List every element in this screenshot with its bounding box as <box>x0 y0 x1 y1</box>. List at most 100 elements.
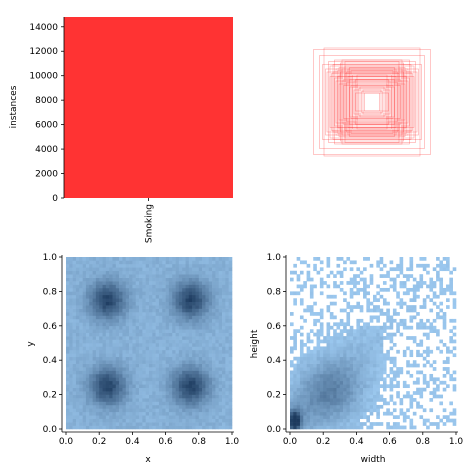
histogram-cell <box>359 401 364 406</box>
histogram-cell <box>306 263 311 268</box>
histogram-cell <box>439 287 444 292</box>
histogram-cell <box>212 408 216 413</box>
histogram-cell <box>112 308 117 313</box>
histogram-cell <box>306 336 311 340</box>
histogram-cell <box>349 260 354 265</box>
histogram-cell <box>326 418 331 423</box>
histogram-cell <box>178 346 183 351</box>
histogram-cell <box>343 391 347 395</box>
histogram-cell <box>188 404 193 409</box>
histogram-cell <box>299 380 304 385</box>
histogram-cell <box>406 384 410 389</box>
histogram-cell <box>155 298 160 303</box>
histogram-cell <box>132 377 137 382</box>
histogram-cell <box>162 380 166 385</box>
histogram-cell <box>178 274 183 278</box>
histogram-cell <box>333 367 337 371</box>
histogram-cell <box>89 329 93 333</box>
histogram-cell <box>212 284 216 289</box>
histogram-cell <box>195 308 200 313</box>
histogram-cell <box>112 294 117 299</box>
histogram-cell <box>172 339 176 344</box>
histogram-cell <box>389 394 394 399</box>
histogram-cell <box>72 343 77 347</box>
histogram-cell <box>205 332 210 337</box>
histogram-cell <box>319 422 324 426</box>
histogram-cell <box>299 370 304 375</box>
histogram-cell <box>202 267 206 272</box>
histogram-cell <box>202 398 206 402</box>
histogram-cell <box>215 343 220 347</box>
histogram-cell <box>409 267 414 272</box>
histogram-cell <box>79 360 83 364</box>
histogram-cell <box>436 394 440 399</box>
histogram-cell <box>79 363 83 368</box>
histogram-cell <box>392 360 397 364</box>
histogram-cell <box>363 343 367 347</box>
histogram-cell <box>313 411 317 416</box>
histogram-cell <box>389 425 394 430</box>
histogram-cell <box>119 418 123 423</box>
histogram-cell <box>205 305 210 309</box>
histogram-cell <box>85 298 90 303</box>
histogram-cell <box>109 274 113 278</box>
histogram-cell <box>346 343 351 347</box>
histogram-cell <box>329 363 334 368</box>
histogram-cell <box>69 315 73 320</box>
histogram-cell <box>75 301 80 306</box>
histogram-cell <box>105 291 110 296</box>
histogram-cell <box>85 425 90 430</box>
histogram-cell <box>165 367 170 371</box>
histogram-cell <box>178 305 183 309</box>
histogram-cell <box>212 274 216 278</box>
y-tick-label: 0.0 <box>43 425 58 435</box>
histogram-cell <box>99 377 103 382</box>
histogram-cell <box>366 394 370 399</box>
histogram-cell <box>208 284 213 289</box>
histogram-cell <box>363 294 367 299</box>
histogram-cell <box>182 380 186 385</box>
histogram-cell <box>319 315 324 320</box>
histogram-cell <box>359 343 364 347</box>
histogram-cell <box>198 356 203 361</box>
histogram-cell <box>188 274 193 278</box>
histogram-cell <box>373 356 377 361</box>
histogram-cell <box>139 377 143 382</box>
histogram-cell <box>168 298 173 303</box>
histogram-cell <box>215 339 220 344</box>
histogram-cell <box>339 329 344 333</box>
histogram-cell <box>188 408 193 413</box>
histogram-cell <box>215 298 220 303</box>
histogram-cell <box>343 384 347 389</box>
histogram-cell <box>326 284 331 289</box>
histogram-cell <box>329 312 334 316</box>
histogram-cell <box>129 305 133 309</box>
histogram-cell <box>139 360 143 364</box>
histogram-cell <box>149 373 153 378</box>
histogram-cell <box>376 387 380 392</box>
histogram-cell <box>386 356 390 361</box>
histogram-cell <box>158 325 163 330</box>
histogram-cell <box>329 343 334 347</box>
histogram-cell <box>132 418 137 423</box>
histogram-cell <box>296 425 301 430</box>
histogram-cell <box>306 332 311 337</box>
histogram-cell <box>158 394 163 399</box>
histogram-cell <box>149 353 153 358</box>
histogram-cell <box>182 277 186 282</box>
histogram-cell <box>95 391 100 395</box>
histogram-cell <box>142 260 146 265</box>
histogram-cell <box>346 404 351 409</box>
histogram-cell <box>205 294 210 299</box>
histogram-cell <box>212 360 216 364</box>
histogram-cell <box>376 363 380 368</box>
histogram-cell <box>343 360 347 364</box>
histogram-cell <box>89 263 93 268</box>
histogram-cell <box>185 398 190 402</box>
histogram-cell <box>296 370 301 375</box>
histogram-cell <box>182 305 186 309</box>
histogram-cell <box>112 353 117 358</box>
histogram-cell <box>382 380 387 385</box>
histogram-cell <box>356 363 361 368</box>
histogram-cell <box>155 373 160 378</box>
